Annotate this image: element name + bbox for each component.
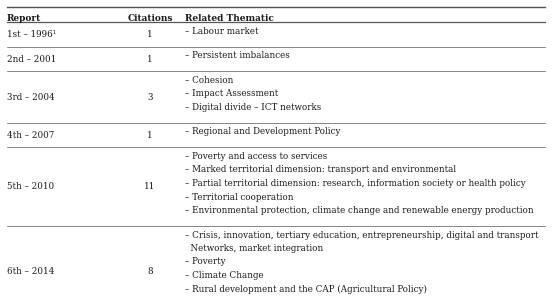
Text: Related Thematic: Related Thematic bbox=[185, 14, 274, 23]
Text: – Territorial cooperation: – Territorial cooperation bbox=[185, 192, 294, 201]
Text: Networks, market integration: Networks, market integration bbox=[185, 244, 323, 253]
Text: 3rd – 2004: 3rd – 2004 bbox=[7, 93, 55, 102]
Text: – Poverty and access to services: – Poverty and access to services bbox=[185, 152, 327, 161]
Text: 11: 11 bbox=[145, 182, 156, 191]
Text: 5th – 2010: 5th – 2010 bbox=[7, 182, 54, 191]
Text: – Marked territorial dimension: transport and environmental: – Marked territorial dimension: transpor… bbox=[185, 165, 456, 175]
Text: – Rural development and the CAP (Agricultural Policy): – Rural development and the CAP (Agricul… bbox=[185, 285, 427, 294]
Text: – Persistent imbalances: – Persistent imbalances bbox=[185, 51, 290, 61]
Text: – Regional and Development Policy: – Regional and Development Policy bbox=[185, 127, 341, 137]
Text: 8: 8 bbox=[147, 268, 153, 277]
Text: 1st – 1996¹: 1st – 1996¹ bbox=[7, 30, 56, 39]
Text: – Labour market: – Labour market bbox=[185, 27, 258, 36]
Text: – Climate Change: – Climate Change bbox=[185, 271, 264, 280]
Text: 1: 1 bbox=[147, 55, 153, 64]
Text: – Impact Assessment: – Impact Assessment bbox=[185, 89, 278, 99]
Text: – Crisis, innovation, tertiary education, entrepreneurship, digital and transpor: – Crisis, innovation, tertiary education… bbox=[185, 230, 539, 239]
Text: – Environmental protection, climate change and renewable energy production: – Environmental protection, climate chan… bbox=[185, 206, 534, 215]
Text: 4th – 2007: 4th – 2007 bbox=[7, 131, 55, 140]
Text: 6th – 2014: 6th – 2014 bbox=[7, 268, 55, 277]
Text: 1: 1 bbox=[147, 131, 153, 140]
Text: 2nd – 2001: 2nd – 2001 bbox=[7, 55, 56, 64]
Text: Citations: Citations bbox=[128, 14, 173, 23]
Text: – Poverty: – Poverty bbox=[185, 257, 226, 266]
Text: 3: 3 bbox=[147, 93, 153, 102]
Text: – Cohesion: – Cohesion bbox=[185, 76, 233, 85]
Text: 1: 1 bbox=[147, 30, 153, 39]
Text: – Partial territorial dimension: research, information society or health policy: – Partial territorial dimension: researc… bbox=[185, 179, 526, 188]
Text: – Digital divide – ICT networks: – Digital divide – ICT networks bbox=[185, 103, 321, 112]
Text: Report: Report bbox=[7, 14, 41, 23]
